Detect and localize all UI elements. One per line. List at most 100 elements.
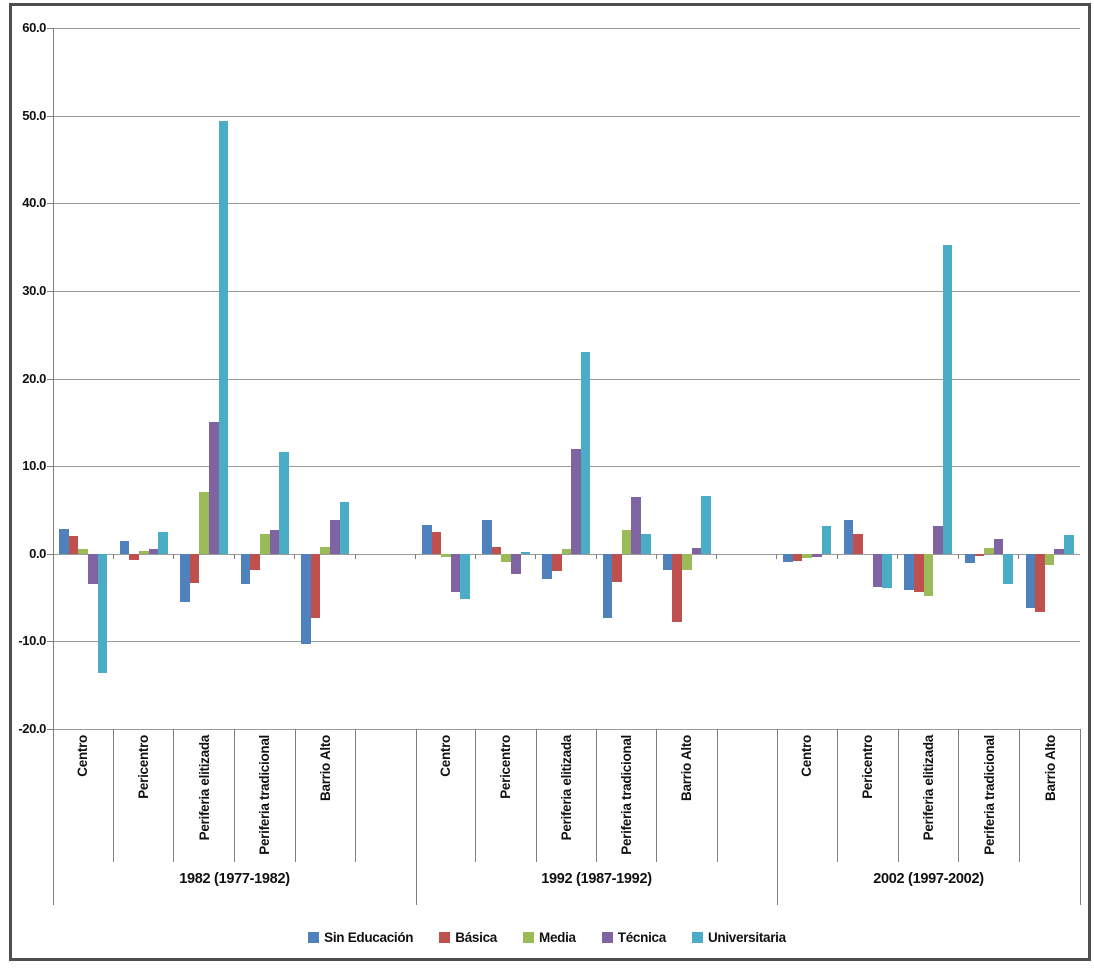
bar-básica (974, 553, 985, 557)
category-label: Pericentro (860, 735, 876, 799)
bar-técnica (1054, 549, 1065, 554)
bar-técnica (571, 449, 581, 554)
gridline (53, 378, 1080, 380)
category-slot (959, 28, 1020, 729)
bar-básica (1035, 553, 1045, 613)
bar-group (1025, 28, 1074, 729)
category-section: Centro Pericentro Periferia elitizada Perif… (53, 729, 416, 862)
bar-básica (310, 553, 321, 618)
category-spacer-slot (718, 729, 777, 862)
gridline (53, 466, 1080, 468)
bar-técnica (872, 553, 883, 588)
zero-line-tick (776, 553, 778, 559)
bar-sin-educación (602, 553, 613, 618)
bar-sin-educación (301, 553, 311, 644)
bar-universitaria (942, 245, 953, 554)
bar-técnica (691, 547, 702, 554)
category-slot (657, 28, 717, 729)
bar-group (482, 28, 531, 729)
bar-media (1044, 553, 1055, 566)
category-label-slot: Barrio Alto (296, 729, 357, 862)
zero-line-tick (836, 553, 838, 559)
category-label: Centro (75, 735, 91, 777)
category-label: Barrio Alto (679, 735, 695, 801)
bar-media (621, 530, 632, 554)
bar-media (199, 491, 210, 554)
gridline (53, 729, 1080, 730)
bar-sin-educación (904, 553, 915, 590)
category-slot (114, 28, 174, 729)
period-boundary-line (53, 729, 54, 905)
bar-media (441, 553, 451, 558)
bar-básica (792, 553, 803, 561)
category-label-slot: Centro (777, 729, 838, 862)
bar-universitaria (97, 553, 108, 673)
bar-universitaria (339, 502, 350, 554)
gridline (53, 641, 1080, 643)
bar-media (923, 553, 934, 596)
category-label-slot: Periferia elitizada (537, 729, 597, 862)
bar-universitaria (218, 120, 229, 554)
period-section (777, 28, 1080, 729)
bar-técnica (330, 519, 340, 554)
bar-básica (431, 531, 442, 554)
category-section: Centro Pericentro Periferia elitizada Perif… (416, 729, 777, 862)
bar-técnica (450, 553, 461, 593)
zero-line-tick (475, 553, 477, 559)
y-axis-tick (47, 28, 53, 29)
category-label: Barrio Alto (318, 735, 334, 801)
category-slot (838, 28, 899, 729)
category-label: Periferia tradicional (257, 735, 273, 855)
bar-group (180, 28, 229, 729)
bar-universitaria (821, 525, 832, 554)
category-label-slot: Pericentro (476, 729, 537, 862)
category-label-slot: Pericentro (114, 729, 175, 862)
period-label: 1992 (1987-1992) (541, 871, 652, 887)
legend-series-label: Sin Educación (324, 929, 414, 945)
bar-sin-educación (482, 519, 492, 554)
category-slot (777, 28, 838, 729)
legend-swatch-icon (308, 931, 320, 943)
category-label-slot: Periferia tradicional (597, 729, 658, 862)
bar-media (78, 549, 89, 554)
y-axis-tick-label: -20.0 (18, 721, 46, 736)
category-label-slot: Periferia tradicional (959, 729, 1021, 862)
spacer-slot (717, 28, 778, 729)
bar-sin-educación (843, 519, 854, 554)
category-axis-band: Centro Pericentro Periferia elitizada Perif… (53, 729, 1080, 862)
category-label-slot: Centro (416, 729, 477, 862)
category-slot (416, 28, 477, 729)
category-slot (597, 28, 657, 729)
bar-básica (491, 546, 502, 554)
legend-swatch-icon (601, 931, 613, 943)
bar-básica (552, 553, 562, 572)
bar-universitaria (701, 495, 711, 554)
bar-técnica (209, 422, 219, 554)
bar-técnica (88, 553, 98, 585)
bar-básica (250, 553, 260, 571)
bar-media (320, 546, 331, 554)
gridline (53, 553, 1080, 555)
period-label: 2002 (1997-2002) (873, 871, 984, 887)
bar-group (119, 28, 168, 729)
bar-básica (672, 553, 682, 623)
bar-universitaria (460, 553, 471, 600)
legend-series-label: Técnica (617, 929, 666, 945)
zero-line-tick (715, 553, 717, 559)
bar-sin-educación (422, 524, 432, 554)
bar-universitaria (158, 531, 168, 554)
legend-item: Técnica (601, 929, 666, 945)
bar-universitaria (1003, 553, 1014, 585)
bar-group (240, 28, 289, 729)
bar-básica (612, 553, 622, 582)
category-label: Pericentro (498, 735, 514, 799)
bar-group (965, 28, 1014, 729)
bar-sin-educación (542, 553, 553, 580)
y-axis-tick (47, 203, 53, 205)
bar-universitaria (279, 452, 289, 554)
bar-group (301, 28, 350, 729)
y-axis-tick-label: -10.0 (18, 633, 46, 649)
bar-group (422, 28, 471, 729)
bar-group (843, 28, 892, 729)
